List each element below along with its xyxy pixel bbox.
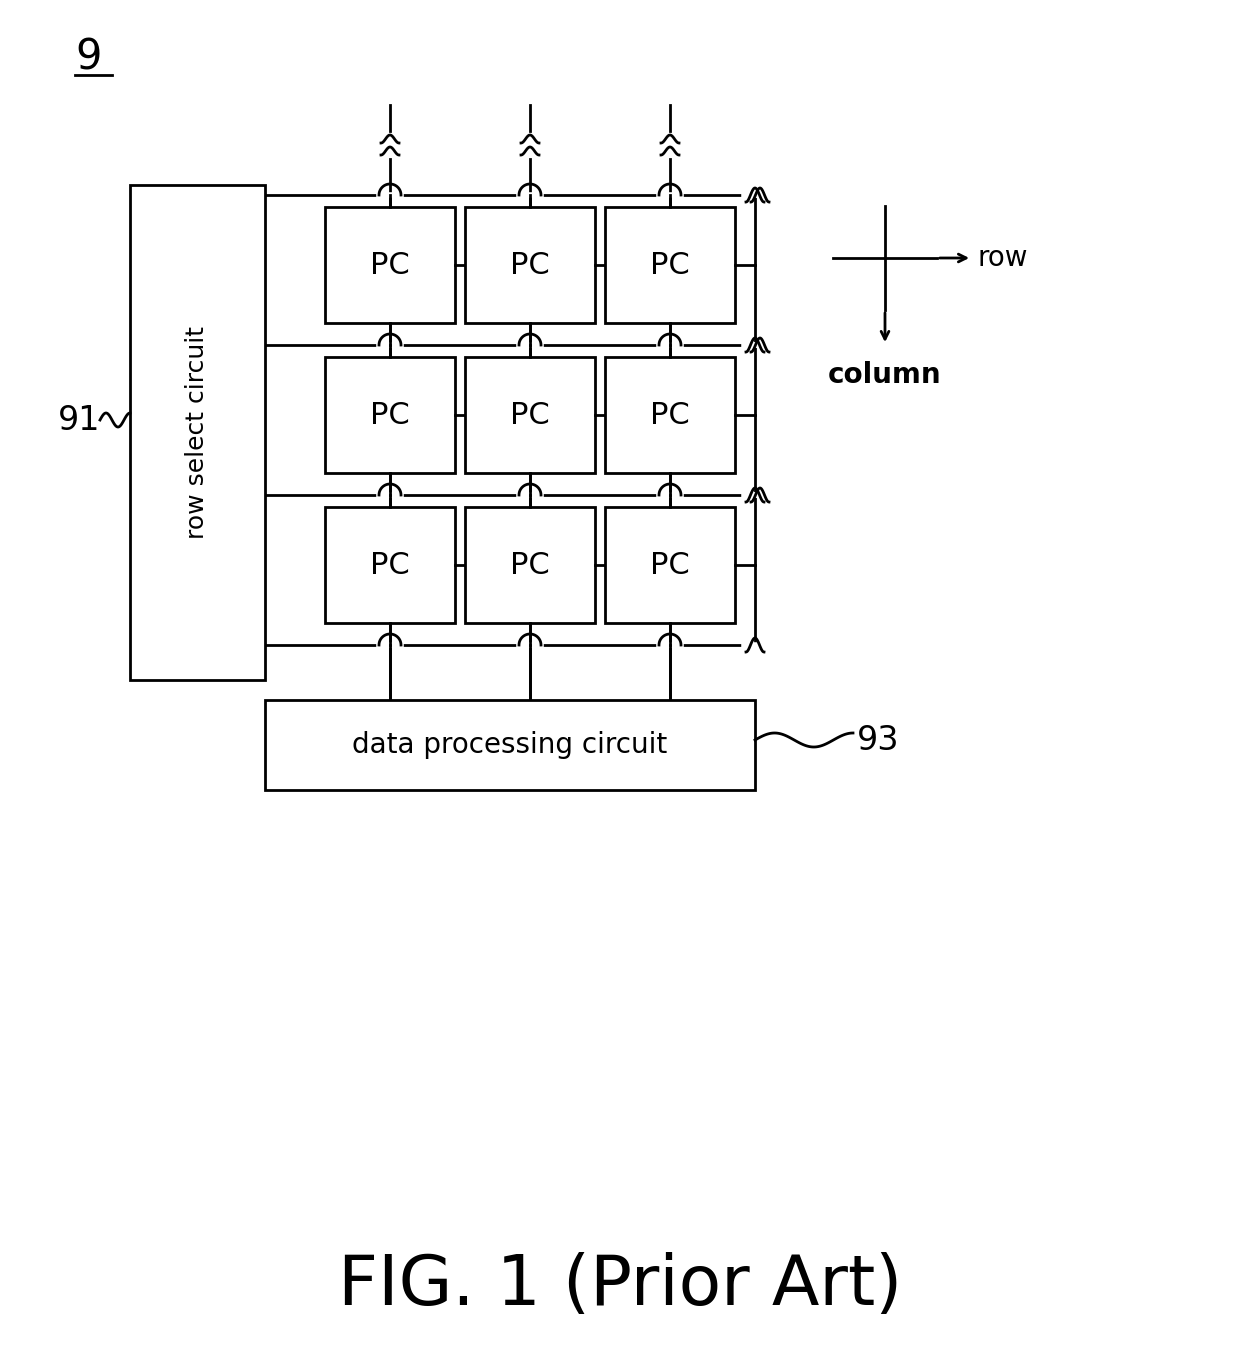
Bar	[605, 207, 735, 323]
Bar	[265, 700, 755, 790]
Text: PC: PC	[510, 401, 549, 430]
Text: PC: PC	[370, 401, 410, 430]
Text: row select circuit: row select circuit	[186, 326, 210, 539]
Text: 91: 91	[58, 404, 100, 437]
Bar	[325, 357, 455, 474]
Text: data processing circuit: data processing circuit	[352, 731, 667, 758]
Bar	[465, 507, 595, 623]
Text: FIG. 1 (Prior Art): FIG. 1 (Prior Art)	[337, 1251, 903, 1318]
Text: PC: PC	[650, 550, 689, 579]
Bar	[325, 357, 455, 474]
Bar	[130, 185, 265, 680]
Text: PC: PC	[370, 251, 410, 279]
Bar	[605, 357, 735, 474]
Text: row: row	[977, 244, 1028, 272]
Text: column: column	[828, 361, 942, 389]
Bar	[325, 207, 455, 323]
Text: PC: PC	[650, 251, 689, 279]
Text: PC: PC	[510, 550, 549, 579]
Bar	[325, 507, 455, 623]
Bar	[325, 507, 455, 623]
Bar	[465, 357, 595, 474]
Bar	[605, 507, 735, 623]
Bar	[465, 207, 595, 323]
Bar	[465, 357, 595, 474]
Bar	[465, 507, 595, 623]
Text: 93: 93	[857, 723, 899, 757]
Text: PC: PC	[510, 251, 549, 279]
Bar	[605, 507, 735, 623]
Bar	[605, 207, 735, 323]
Bar	[465, 207, 595, 323]
Text: PC: PC	[650, 401, 689, 430]
Bar	[325, 207, 455, 323]
Text: PC: PC	[370, 550, 410, 579]
Bar	[605, 357, 735, 474]
Bar	[265, 700, 755, 790]
Text: 9: 9	[74, 37, 102, 79]
